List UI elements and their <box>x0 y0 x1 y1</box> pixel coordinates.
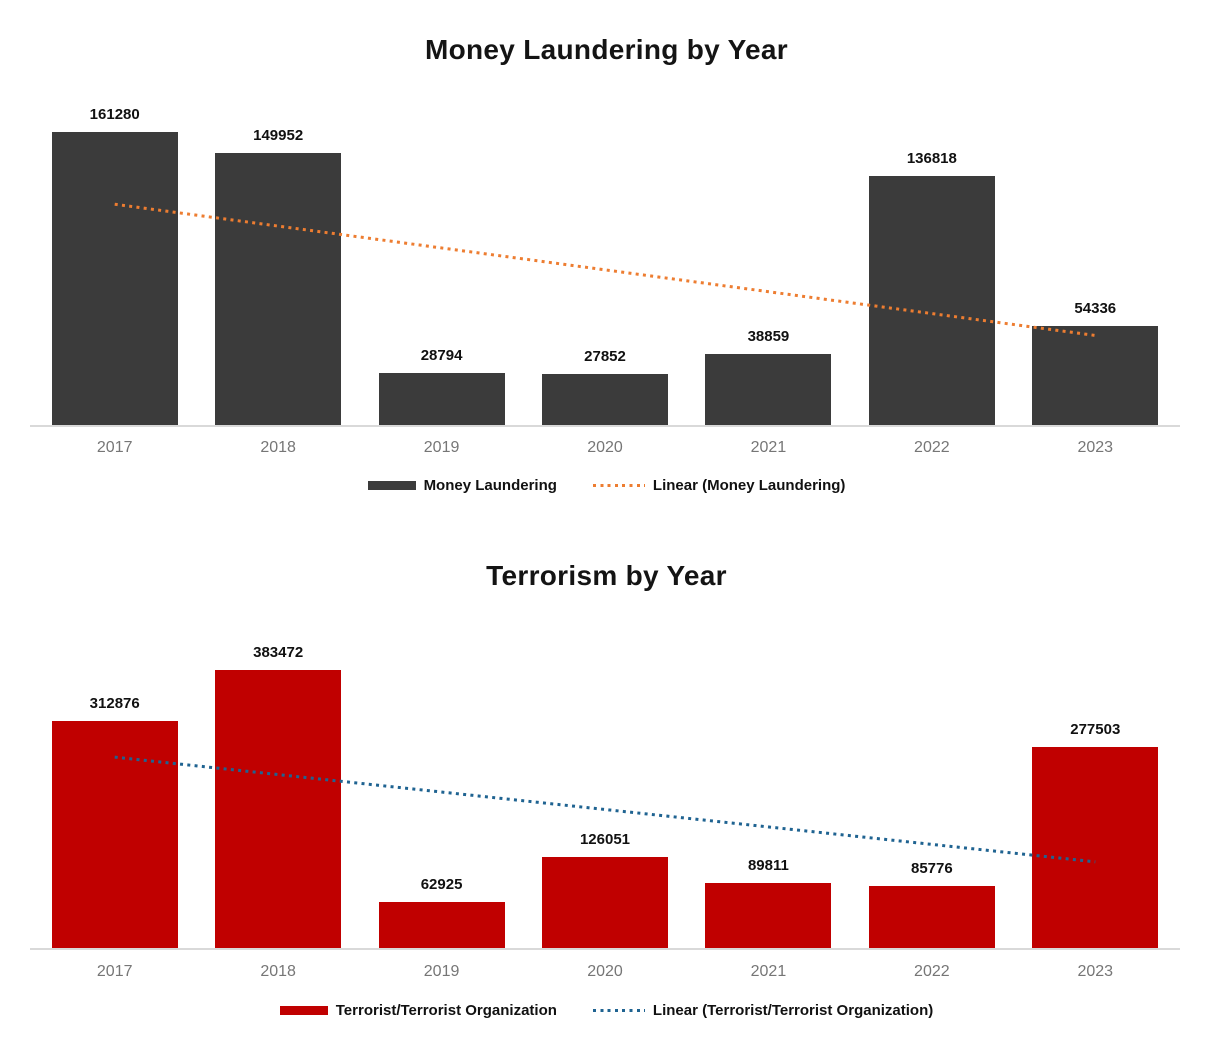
data-label-2022: 85776 <box>910 860 953 877</box>
x-tick-label-2022: 2022 <box>914 963 950 980</box>
x-tick-label-2021: 2021 <box>750 963 787 980</box>
bar-2017[interactable] <box>51 721 178 948</box>
plot-area: 161280 2017 149952 2018 28794 2019 27852 2020 38… <box>0 0 1213 525</box>
series-swatch <box>279 1006 328 1015</box>
bar-2018[interactable] <box>215 670 342 948</box>
x-tick-label-2020: 2020 <box>587 439 623 456</box>
x-tick-label-2022: 2022 <box>914 439 950 456</box>
series-swatch <box>367 481 416 490</box>
x-tick-label-2019: 2019 <box>423 439 460 456</box>
bar-2021[interactable] <box>705 883 832 948</box>
data-label-2018: 149952 <box>253 127 304 144</box>
x-tick-label-2018: 2018 <box>260 963 296 980</box>
data-label-2019: 28794 <box>420 347 463 364</box>
chart-title: Money Laundering by Year <box>425 34 788 65</box>
bar-2017[interactable] <box>51 132 178 425</box>
bar-2019[interactable] <box>378 902 505 948</box>
x-tick-label-2023: 2023 <box>1077 963 1114 980</box>
data-label-2017: 312876 <box>89 695 140 712</box>
legend: Money Laundering Linear (Money Launderin… <box>0 477 1213 494</box>
bar-2021[interactable] <box>705 354 832 425</box>
x-tick-label-2017: 2017 <box>96 963 133 980</box>
data-label-2022: 136818 <box>906 150 957 167</box>
data-label-2021: 89811 <box>747 857 789 874</box>
data-label-2017: 161280 <box>89 106 140 123</box>
bar-2023[interactable] <box>1032 747 1159 948</box>
x-tick-label-2019: 2019 <box>423 963 460 980</box>
bar-2020[interactable] <box>542 857 668 948</box>
money-laundering-chart: Money Laundering by Year 161280 2017 14995… <box>0 0 1213 525</box>
x-tick-label-2020: 2020 <box>587 963 623 980</box>
trendline-swatch <box>592 484 645 487</box>
data-label-2020: 27852 <box>584 348 626 365</box>
bar-2022[interactable] <box>868 886 995 948</box>
bar-2020[interactable] <box>542 374 668 425</box>
data-label-2023: 277503 <box>1070 721 1121 738</box>
bar-2018[interactable] <box>215 153 342 425</box>
chart-title: Terrorism by Year <box>486 560 727 591</box>
legend-item-trendline[interactable]: Linear (Terrorist/Terrorist Organization… <box>592 1002 934 1019</box>
data-label-2019: 62925 <box>420 876 463 893</box>
legend-series-label: Money Laundering <box>423 477 557 494</box>
trendline-swatch <box>592 1009 645 1012</box>
legend-item-series[interactable]: Terrorist/Terrorist Organization <box>279 1002 557 1019</box>
legend-item-series[interactable]: Money Laundering <box>367 477 557 494</box>
data-label-2018: 383472 <box>253 644 304 661</box>
x-tick-label-2023: 2023 <box>1077 439 1114 456</box>
x-tick-label-2021: 2021 <box>750 439 787 456</box>
legend-trendline-label: Linear (Terrorist/Terrorist Organization… <box>652 1002 934 1019</box>
data-label-2023: 54336 <box>1074 300 1117 317</box>
bar-2019[interactable] <box>378 373 505 425</box>
x-axis-line <box>30 948 1180 950</box>
terrorism-chart: Terrorism by Year 312876 2017 383472 2018 62… <box>0 525 1213 1051</box>
x-tick-label-2018: 2018 <box>260 439 296 456</box>
plot-area: 312876 2017 383472 2018 62925 2019 126051 2020 8… <box>0 525 1213 1051</box>
bar-2023[interactable] <box>1032 326 1159 425</box>
bar-2022[interactable] <box>868 176 995 425</box>
legend-trendline-label: Linear (Money Laundering) <box>652 477 846 494</box>
legend: Terrorist/Terrorist Organization Linear … <box>0 1002 1213 1019</box>
x-tick-label-2017: 2017 <box>96 439 133 456</box>
data-label-2020: 126051 <box>579 831 631 848</box>
x-axis-line <box>30 425 1180 427</box>
legend-series-label: Terrorist/Terrorist Organization <box>335 1002 557 1019</box>
data-label-2021: 38859 <box>747 328 790 345</box>
legend-item-trendline[interactable]: Linear (Money Laundering) <box>592 477 846 494</box>
